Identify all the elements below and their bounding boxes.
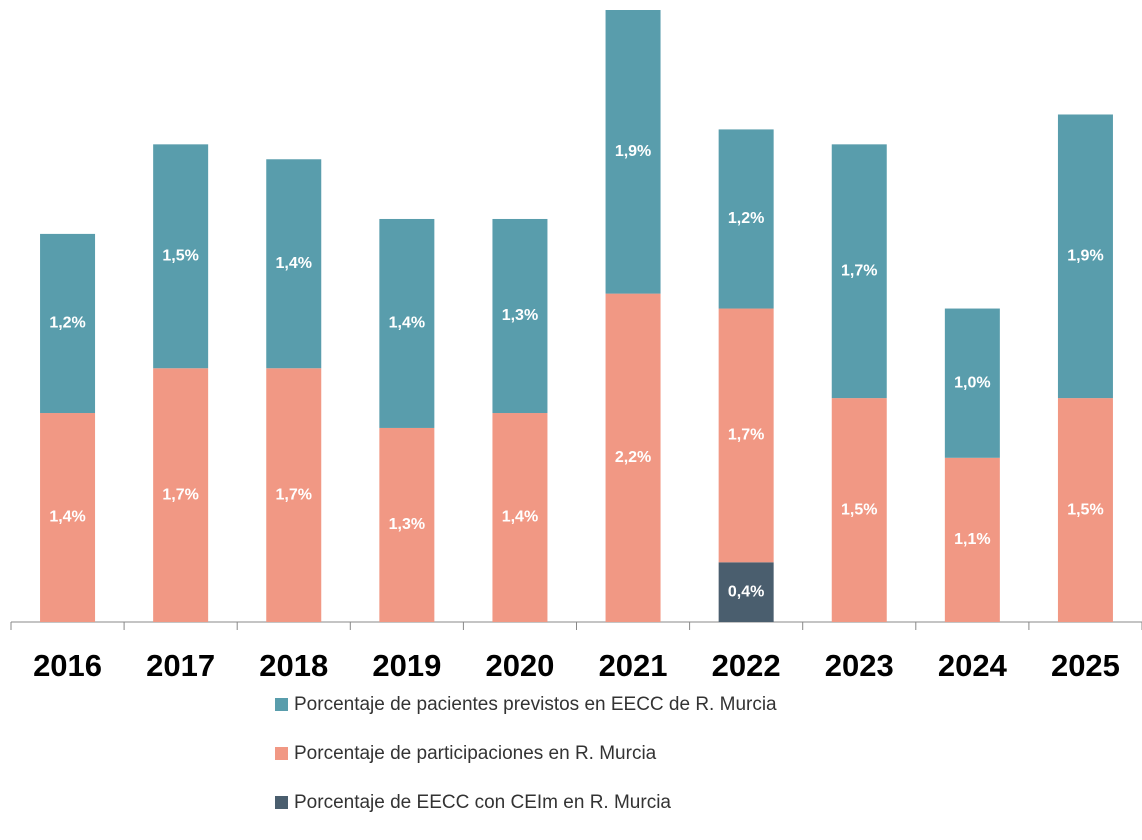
bar-segment xyxy=(266,159,322,369)
bar-segment xyxy=(492,218,548,414)
value-label: 1,7% xyxy=(728,427,764,444)
value-label: 1,3% xyxy=(502,307,538,324)
x-tick-label: 2016 xyxy=(33,648,102,683)
value-label: 0,4% xyxy=(728,583,764,600)
bar-segment xyxy=(40,413,96,622)
value-label: 2,2% xyxy=(615,449,651,466)
bar-segment xyxy=(718,129,774,309)
x-tick-label: 2023 xyxy=(825,648,894,683)
value-label: 1,5% xyxy=(841,501,877,518)
bar-segment xyxy=(1057,398,1113,622)
legend-swatch xyxy=(275,747,288,760)
value-label: 1,7% xyxy=(841,262,877,279)
bar-segment xyxy=(718,308,774,563)
value-label: 1,2% xyxy=(728,210,764,227)
bar-segment xyxy=(944,457,1000,622)
value-label: 1,9% xyxy=(1067,248,1103,265)
bar-segment xyxy=(605,10,661,294)
bar-segment xyxy=(266,368,322,622)
value-label: 1,4% xyxy=(389,315,425,332)
bar-segment xyxy=(379,427,435,622)
bar-segment xyxy=(944,308,1000,458)
bar-segment xyxy=(153,144,209,369)
value-label: 1,0% xyxy=(954,374,990,391)
bar-segment xyxy=(40,233,96,414)
value-label: 1,4% xyxy=(502,509,538,526)
bar-segment xyxy=(718,562,774,622)
value-label: 1,4% xyxy=(49,509,85,526)
legend-swatch xyxy=(275,796,288,809)
value-label: 1,9% xyxy=(615,143,651,160)
value-label: 1,2% xyxy=(49,315,85,332)
bar-segment xyxy=(831,398,887,622)
bar-segment xyxy=(379,218,435,428)
legend-label: Porcentaje de pacientes previstos en EEC… xyxy=(294,694,777,715)
value-label: 1,5% xyxy=(162,248,198,265)
x-tick-label: 2020 xyxy=(485,648,554,683)
value-label: 1,1% xyxy=(954,531,990,548)
legend-label: Porcentaje de participaciones en R. Murc… xyxy=(294,743,657,764)
bar-segment xyxy=(605,293,661,622)
value-label: 1,4% xyxy=(276,255,312,272)
x-tick-label: 2024 xyxy=(938,648,1008,683)
bar-segment xyxy=(831,144,887,399)
x-tick-label: 2017 xyxy=(146,648,215,683)
value-label: 1,7% xyxy=(276,486,312,503)
x-tick-label: 2019 xyxy=(372,648,441,683)
bar-segment xyxy=(1057,114,1113,399)
legend-label: Porcentaje de EECC con CEIm en R. Murcia xyxy=(294,792,671,813)
value-label: 1,3% xyxy=(389,516,425,533)
bar-segment xyxy=(492,413,548,622)
x-tick-label: 2021 xyxy=(599,648,668,683)
value-label: 1,5% xyxy=(1067,501,1103,518)
x-tick-label: 2025 xyxy=(1051,648,1120,683)
bar-segment xyxy=(153,368,209,622)
x-tick-label: 2022 xyxy=(712,648,781,683)
value-label: 1,7% xyxy=(162,486,198,503)
legend-swatch xyxy=(275,698,288,711)
x-tick-label: 2018 xyxy=(259,648,328,683)
